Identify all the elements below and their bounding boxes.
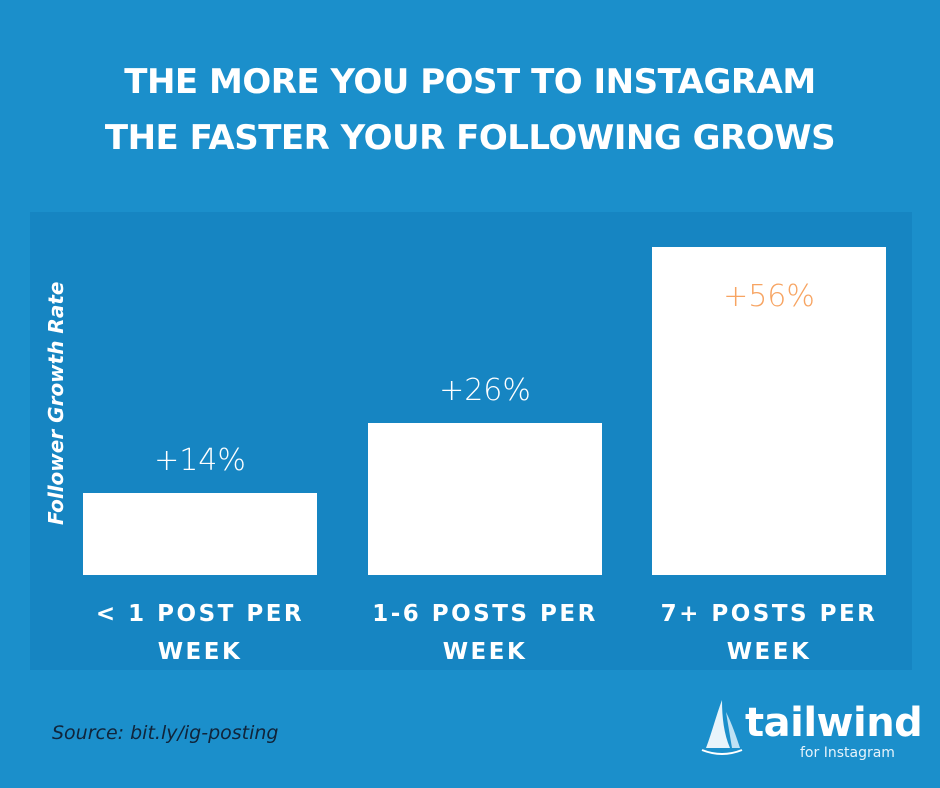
logo-icon [701,700,743,755]
source: Source: bit.ly/ig-posting [52,722,279,744]
x-tick-label: 1-6 POSTS PER WEEK [372,601,598,665]
logo-name: tailwind [745,700,923,746]
chart-panel: +14% < 1 POST PER WEEK +26% 1-6 POSTS PER W… [30,212,912,670]
bar [368,422,602,575]
y-axis-label: Follower Growth Rate [44,281,68,525]
value-label: +14% [154,443,246,478]
x-tick-label: 7+ POSTS PER WEEK [660,601,878,665]
value-label: +26% [439,372,531,408]
title-line: THE MORE YOU POST TO INSTAGRAM [124,62,816,102]
bar [83,493,317,575]
logo-tagline: for Instagram [800,745,895,761]
value-label: +56% [723,279,815,314]
x-tick-label: < 1 POST PER WEEK [95,601,305,665]
bar [652,247,886,575]
title-line: THE FASTER YOUR FOLLOWING GROWS [104,118,836,158]
